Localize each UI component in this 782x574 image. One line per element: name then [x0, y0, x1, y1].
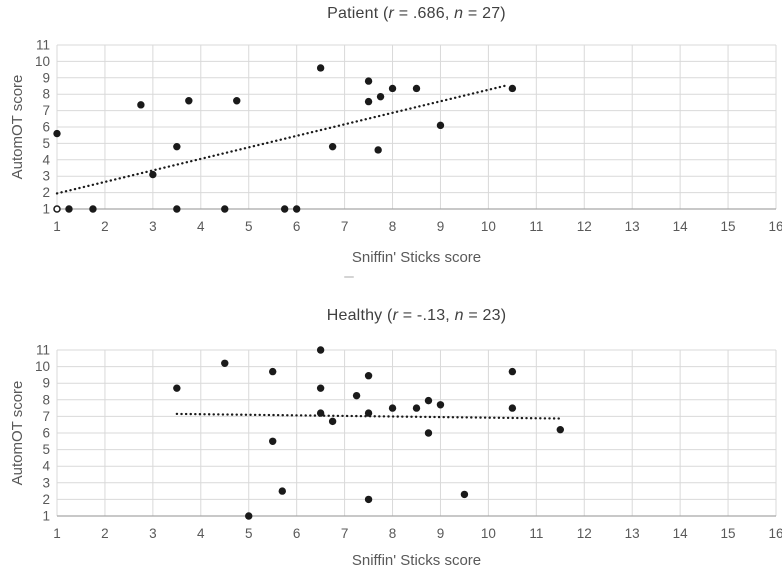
svg-text:9: 9 [42, 376, 50, 391]
svg-text:5: 5 [42, 442, 50, 457]
svg-text:6: 6 [42, 426, 50, 441]
svg-text:5: 5 [245, 219, 253, 234]
svg-text:11: 11 [36, 343, 50, 358]
svg-text:10: 10 [481, 219, 496, 234]
svg-text:15: 15 [721, 526, 736, 541]
svg-text:1: 1 [53, 526, 61, 541]
svg-text:6: 6 [293, 526, 301, 541]
svg-text:1: 1 [42, 202, 50, 217]
svg-text:14: 14 [673, 219, 689, 234]
healthy-title-r-symbol: r [392, 307, 399, 324]
svg-text:4: 4 [197, 526, 205, 541]
patient-title-n-value: = 27) [463, 5, 506, 22]
svg-text:10: 10 [35, 359, 50, 374]
svg-text:8: 8 [389, 219, 397, 234]
svg-text:15: 15 [721, 219, 736, 234]
svg-text:3: 3 [149, 219, 157, 234]
svg-text:2: 2 [42, 492, 50, 507]
svg-text:5: 5 [245, 526, 253, 541]
svg-text:1: 1 [42, 509, 50, 524]
healthy-x-axis-label: Sniffin' Sticks score [351, 552, 482, 569]
svg-text:6: 6 [42, 120, 50, 135]
patient-x-axis-label: Sniffin' Sticks score [351, 249, 482, 266]
healthy-title-prefix: Healthy ( [326, 307, 393, 324]
svg-text:1: 1 [53, 219, 61, 234]
svg-text:10: 10 [35, 54, 50, 69]
svg-text:12: 12 [577, 526, 592, 541]
svg-text:7: 7 [341, 526, 349, 541]
smudge-mark [344, 276, 354, 278]
svg-text:2: 2 [101, 219, 109, 234]
patient-chart-title: Patient (r = .686, n = 27) [57, 4, 776, 23]
svg-text:13: 13 [625, 219, 640, 234]
svg-text:8: 8 [42, 392, 50, 407]
healthy-title-n-value: = 23) [463, 307, 507, 324]
svg-text:10: 10 [481, 526, 496, 541]
svg-text:9: 9 [437, 219, 445, 234]
svg-text:4: 4 [42, 459, 50, 474]
svg-text:6: 6 [293, 219, 301, 234]
svg-text:7: 7 [42, 409, 50, 424]
healthy-title-r-value: = -.13, [398, 307, 455, 324]
svg-text:8: 8 [389, 526, 397, 541]
svg-text:11: 11 [529, 219, 543, 234]
patient-title-r-value: = .686, [394, 5, 455, 22]
svg-text:9: 9 [42, 70, 50, 85]
svg-text:4: 4 [42, 152, 50, 167]
healthy-title-n-symbol: n [454, 307, 464, 324]
svg-text:5: 5 [42, 136, 50, 151]
svg-text:2: 2 [101, 526, 109, 541]
healthy-chart-title: Healthy (r = -.13, n = 23) [57, 306, 776, 325]
svg-text:12: 12 [577, 219, 592, 234]
svg-text:7: 7 [42, 103, 50, 118]
svg-text:3: 3 [42, 475, 50, 490]
patient-title-prefix: Patient ( [327, 5, 389, 22]
svg-text:16: 16 [768, 219, 782, 234]
svg-text:2: 2 [42, 185, 50, 200]
svg-text:16: 16 [768, 526, 782, 541]
svg-text:9: 9 [437, 526, 445, 541]
svg-text:8: 8 [42, 87, 50, 102]
svg-text:11: 11 [529, 526, 543, 541]
svg-text:11: 11 [36, 38, 50, 53]
svg-text:4: 4 [197, 219, 205, 234]
svg-text:14: 14 [673, 526, 689, 541]
patient-title-r-symbol: r [388, 5, 395, 22]
svg-text:3: 3 [42, 169, 50, 184]
patient-title-n-symbol: n [454, 5, 464, 22]
svg-text:3: 3 [149, 526, 157, 541]
svg-text:13: 13 [625, 526, 640, 541]
svg-text:7: 7 [341, 219, 349, 234]
